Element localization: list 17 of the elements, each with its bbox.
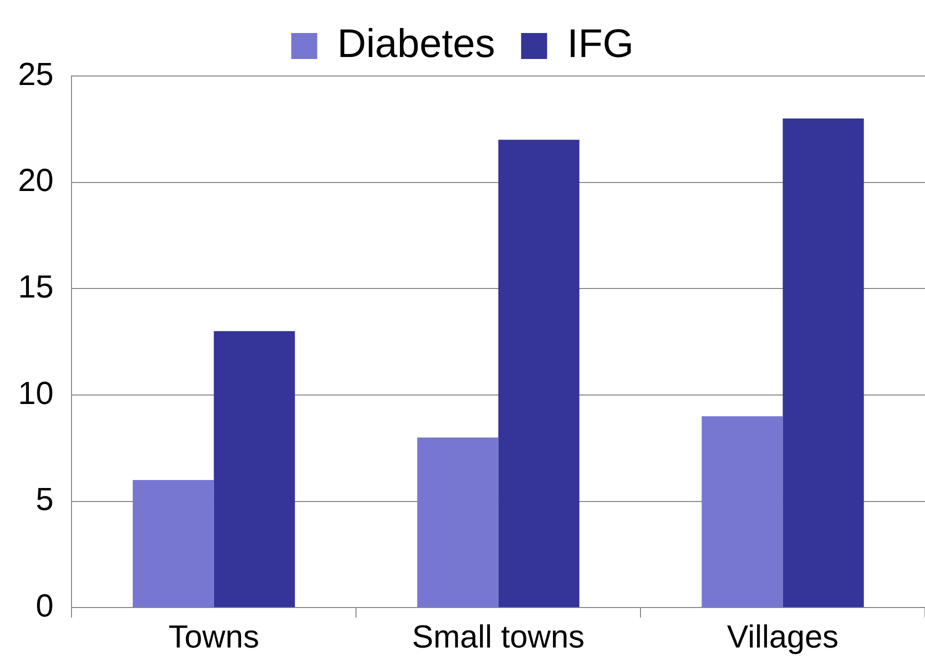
legend-label: Diabetes: [337, 22, 496, 66]
x-tick-label: Villages: [727, 618, 839, 655]
x-tick-label: Small towns: [412, 618, 585, 655]
x-tick-label: Towns: [168, 618, 260, 655]
y-tick-label: 0: [36, 587, 54, 624]
y-tick-label: 5: [36, 481, 54, 518]
bar: [132, 480, 214, 608]
bar: [782, 118, 864, 608]
y-tick-label: 10: [18, 374, 54, 411]
legend-label: IFG: [567, 22, 634, 66]
y-tick-label: 25: [18, 56, 54, 92]
y-tick-label: 15: [18, 268, 54, 304]
bar: [702, 416, 783, 608]
bar: [214, 331, 295, 608]
bar: [417, 437, 498, 608]
bar: [498, 140, 580, 608]
y-tick-label: 20: [18, 162, 54, 198]
